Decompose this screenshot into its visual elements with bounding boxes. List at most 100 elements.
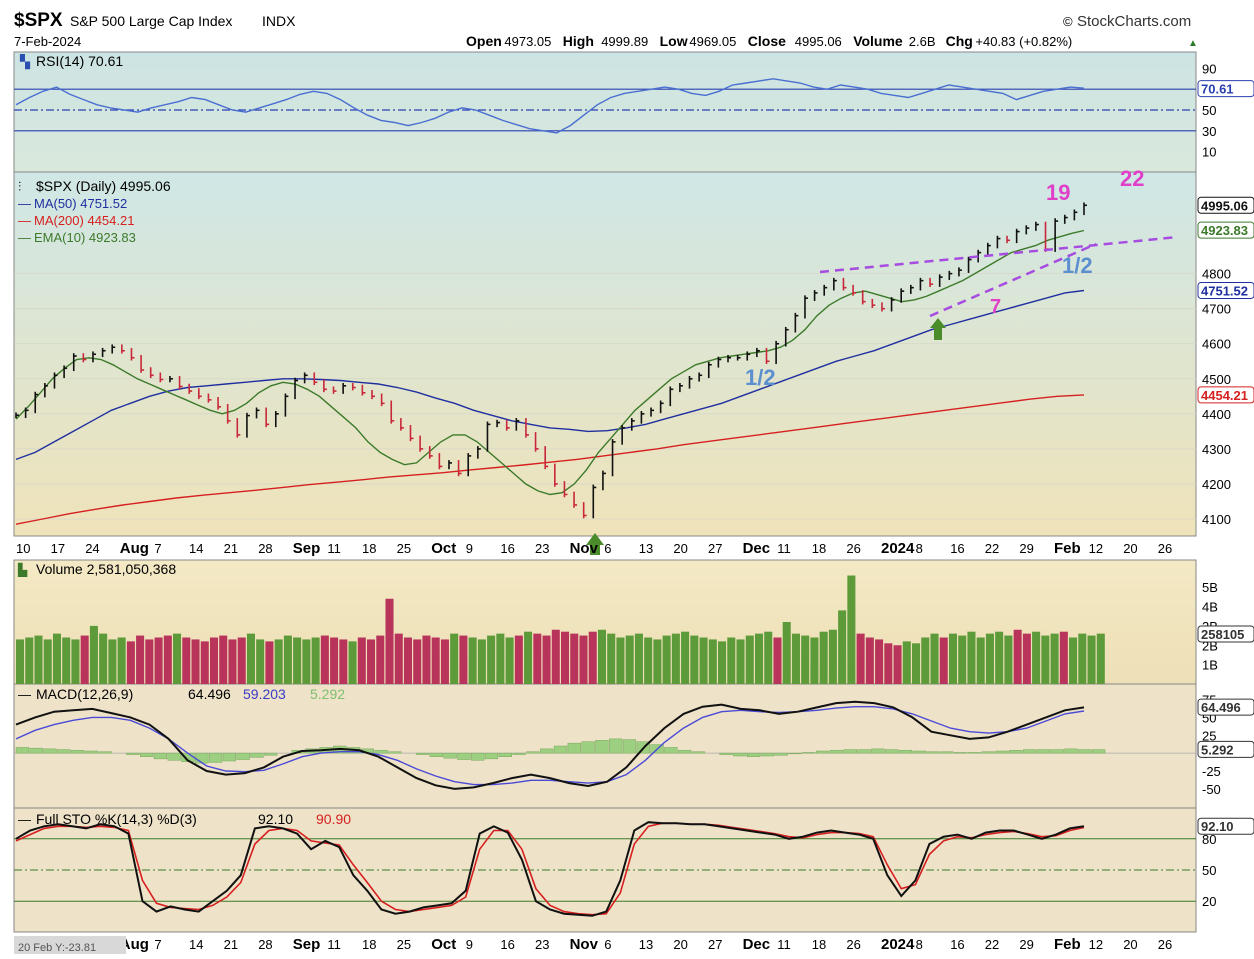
- x-tick-top: 26: [846, 541, 860, 556]
- volume-bar: [330, 637, 339, 684]
- macd-y-tick: -25: [1202, 764, 1221, 779]
- macd-histogram-bar: [1064, 748, 1078, 754]
- macd-histogram-bar: [540, 748, 554, 754]
- x-tick-bottom: 16: [950, 937, 964, 952]
- sto-dash-icon: —: [18, 812, 31, 827]
- volume-bar: [819, 631, 828, 684]
- volume-bar: [773, 637, 782, 684]
- x-tick-top: 11: [327, 541, 341, 556]
- x-tick-bottom: Oct: [431, 936, 456, 953]
- x-tick-top: 18: [362, 541, 376, 556]
- volume-bar: [394, 633, 403, 684]
- price-label: 4454.21: [1201, 388, 1248, 403]
- volume-bar: [921, 637, 930, 684]
- macd-histogram-bar: [526, 751, 540, 754]
- chart-date: 7-Feb-2024: [14, 34, 81, 49]
- macd-histogram-bar: [843, 749, 857, 754]
- volume-bar: [385, 598, 394, 684]
- macd-histogram-bar: [1050, 749, 1064, 754]
- x-tick-top: 22: [985, 541, 999, 556]
- rsi-series: [15, 78, 1085, 134]
- x-tick-bottom: 11: [777, 937, 791, 952]
- ohlc-label-chg: Chg: [946, 33, 973, 49]
- volume-bar: [616, 637, 625, 684]
- volume-last-value: 258105: [1201, 627, 1244, 642]
- x-tick-top: 6: [604, 541, 611, 556]
- volume-bar: [1069, 637, 1078, 684]
- x-tick-bottom: 12: [1089, 937, 1103, 952]
- volume-bar: [71, 639, 80, 684]
- x-tick-top: Oct: [431, 540, 456, 557]
- macd-histogram-bar: [1022, 749, 1037, 754]
- legend-swatch: —: [18, 213, 31, 228]
- volume-bar: [163, 635, 172, 684]
- x-tick-bottom: 16: [500, 937, 514, 952]
- brand-icon: ©: [1063, 14, 1073, 29]
- volume-bar: [865, 637, 874, 684]
- support-trendline: [929, 242, 1097, 318]
- x-tick-top: 12: [1089, 541, 1103, 556]
- volume-title: Volume 2,581,050,368: [36, 561, 176, 577]
- macd-histogram-bar: [15, 747, 30, 754]
- macd-histogram-bar: [512, 752, 526, 755]
- x-tick-bottom: 7: [154, 937, 161, 952]
- ema10-line: [15, 229, 1085, 496]
- sto-d-value: 90.90: [316, 811, 351, 827]
- volume-bar: [939, 637, 948, 684]
- macd-dash-icon: —: [18, 687, 31, 702]
- volume-bar: [283, 635, 292, 684]
- price-y-tick: 4500: [1202, 372, 1231, 387]
- volume-bar: [191, 639, 200, 684]
- volume-bar: [487, 635, 496, 684]
- rsi-y-tick: 50: [1202, 103, 1216, 118]
- volume-y-tick: 1B: [1202, 658, 1218, 673]
- macd-histogram-bar: [691, 751, 706, 754]
- price-label-box: [1197, 386, 1254, 404]
- volume-last-value-box: [1197, 625, 1254, 643]
- macd-histogram-bar: [995, 750, 1009, 754]
- volume-bar: [976, 637, 985, 684]
- x-tick-bottom: 28: [258, 937, 272, 952]
- annotation-label: 1/2: [1062, 253, 1093, 278]
- macd-histogram-bar: [236, 752, 250, 760]
- sto-last-value-box: [1197, 817, 1254, 835]
- sto-last-value: 92.10: [1201, 819, 1234, 834]
- macd-histogram-bar: [774, 752, 788, 756]
- volume-bar: [653, 639, 662, 684]
- sto-y-axis: 80 50 20 92.10: [1197, 817, 1254, 909]
- macd-histogram-bar: [788, 752, 802, 755]
- price-y-tick: 4400: [1202, 407, 1231, 422]
- x-tick-top: 23: [535, 541, 549, 556]
- x-tick-top: 7: [154, 541, 161, 556]
- x-tick-top: 25: [397, 541, 411, 556]
- symbol: $SPX: [14, 10, 63, 31]
- volume-bar: [228, 639, 237, 684]
- macd-histogram-bar: [43, 748, 57, 754]
- volume-bar: [875, 639, 884, 684]
- ohlc-value-open: 4973.05: [504, 34, 551, 49]
- volume-bar: [736, 639, 745, 684]
- macd-signal-value: 59.203: [243, 686, 286, 702]
- x-tick-top: 2024: [881, 540, 915, 557]
- rsi-title: RSI(14) 70.61: [36, 53, 123, 69]
- volume-bar: [828, 629, 837, 684]
- x-tick-top: 10: [16, 541, 30, 556]
- rsi-y-axis: 907050301070.61: [1197, 61, 1254, 160]
- ohlc-value-volume: 2.6B: [909, 34, 936, 49]
- x-tick-bottom: Feb: [1054, 936, 1081, 953]
- macd-histogram-bar: [471, 752, 485, 761]
- macd-histogram-bar: [70, 750, 85, 754]
- volume-bar: [311, 637, 320, 684]
- volume-bar: [764, 631, 773, 684]
- x-tick-bottom: 8: [916, 937, 923, 952]
- x-tick-bottom: 11: [327, 937, 341, 952]
- macd-histogram-bar: [415, 752, 430, 755]
- chart-header: $SPX S&P 500 Large Cap Index INDX 7-Feb-…: [14, 10, 1198, 49]
- macd-y-tick: -50: [1202, 782, 1221, 797]
- macd-histogram-bar: [139, 752, 154, 757]
- macd-histogram-bar: [581, 741, 595, 754]
- x-tick-top: 24: [85, 541, 99, 556]
- macd-last-value-box: [1197, 740, 1254, 758]
- volume-bar: [302, 639, 311, 684]
